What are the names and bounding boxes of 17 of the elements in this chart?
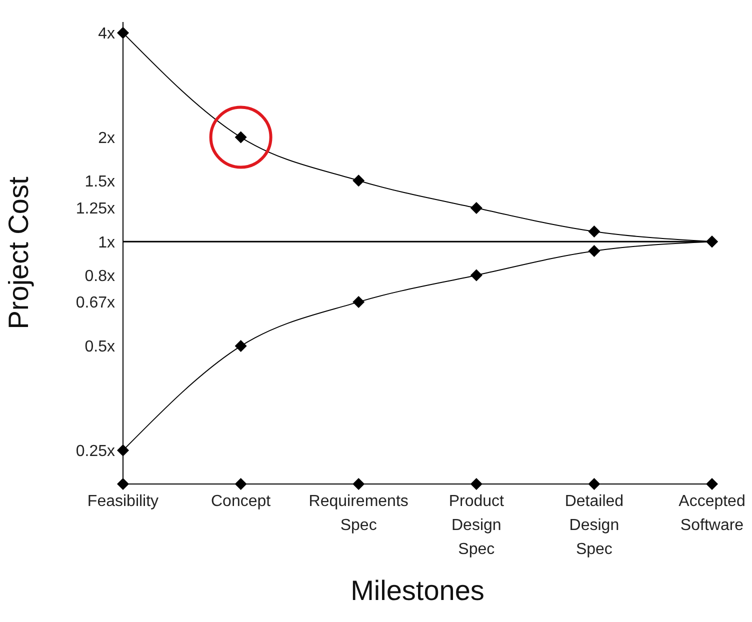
x-tick-label: Product Design Spec [448, 493, 505, 558]
y-tick-label: 0.8x [84, 268, 115, 285]
y-tick-label: 0.25x [76, 443, 115, 460]
y-tick-label: 1x [98, 234, 115, 252]
x-tick-label: Requirements Spec [308, 493, 408, 534]
y-tick-label: 4x [98, 26, 115, 43]
y-tick-label: 1.5x [84, 173, 115, 190]
y-axis-title: Project Cost [2, 176, 34, 330]
x-tick-label: Accepted Software [678, 493, 746, 534]
y-tick-label: 1.25x [76, 200, 115, 218]
x-tick-label: Concept [211, 493, 272, 510]
x-axis-title: Milestones [350, 575, 484, 606]
x-tick-label: Feasibility [87, 493, 159, 510]
y-tick-label: 0.67x [76, 294, 115, 312]
x-tick-label: Detailed Design Spec [564, 493, 624, 558]
y-tick-label: 0.5x [84, 338, 115, 356]
y-tick-label: 2x [98, 130, 115, 147]
